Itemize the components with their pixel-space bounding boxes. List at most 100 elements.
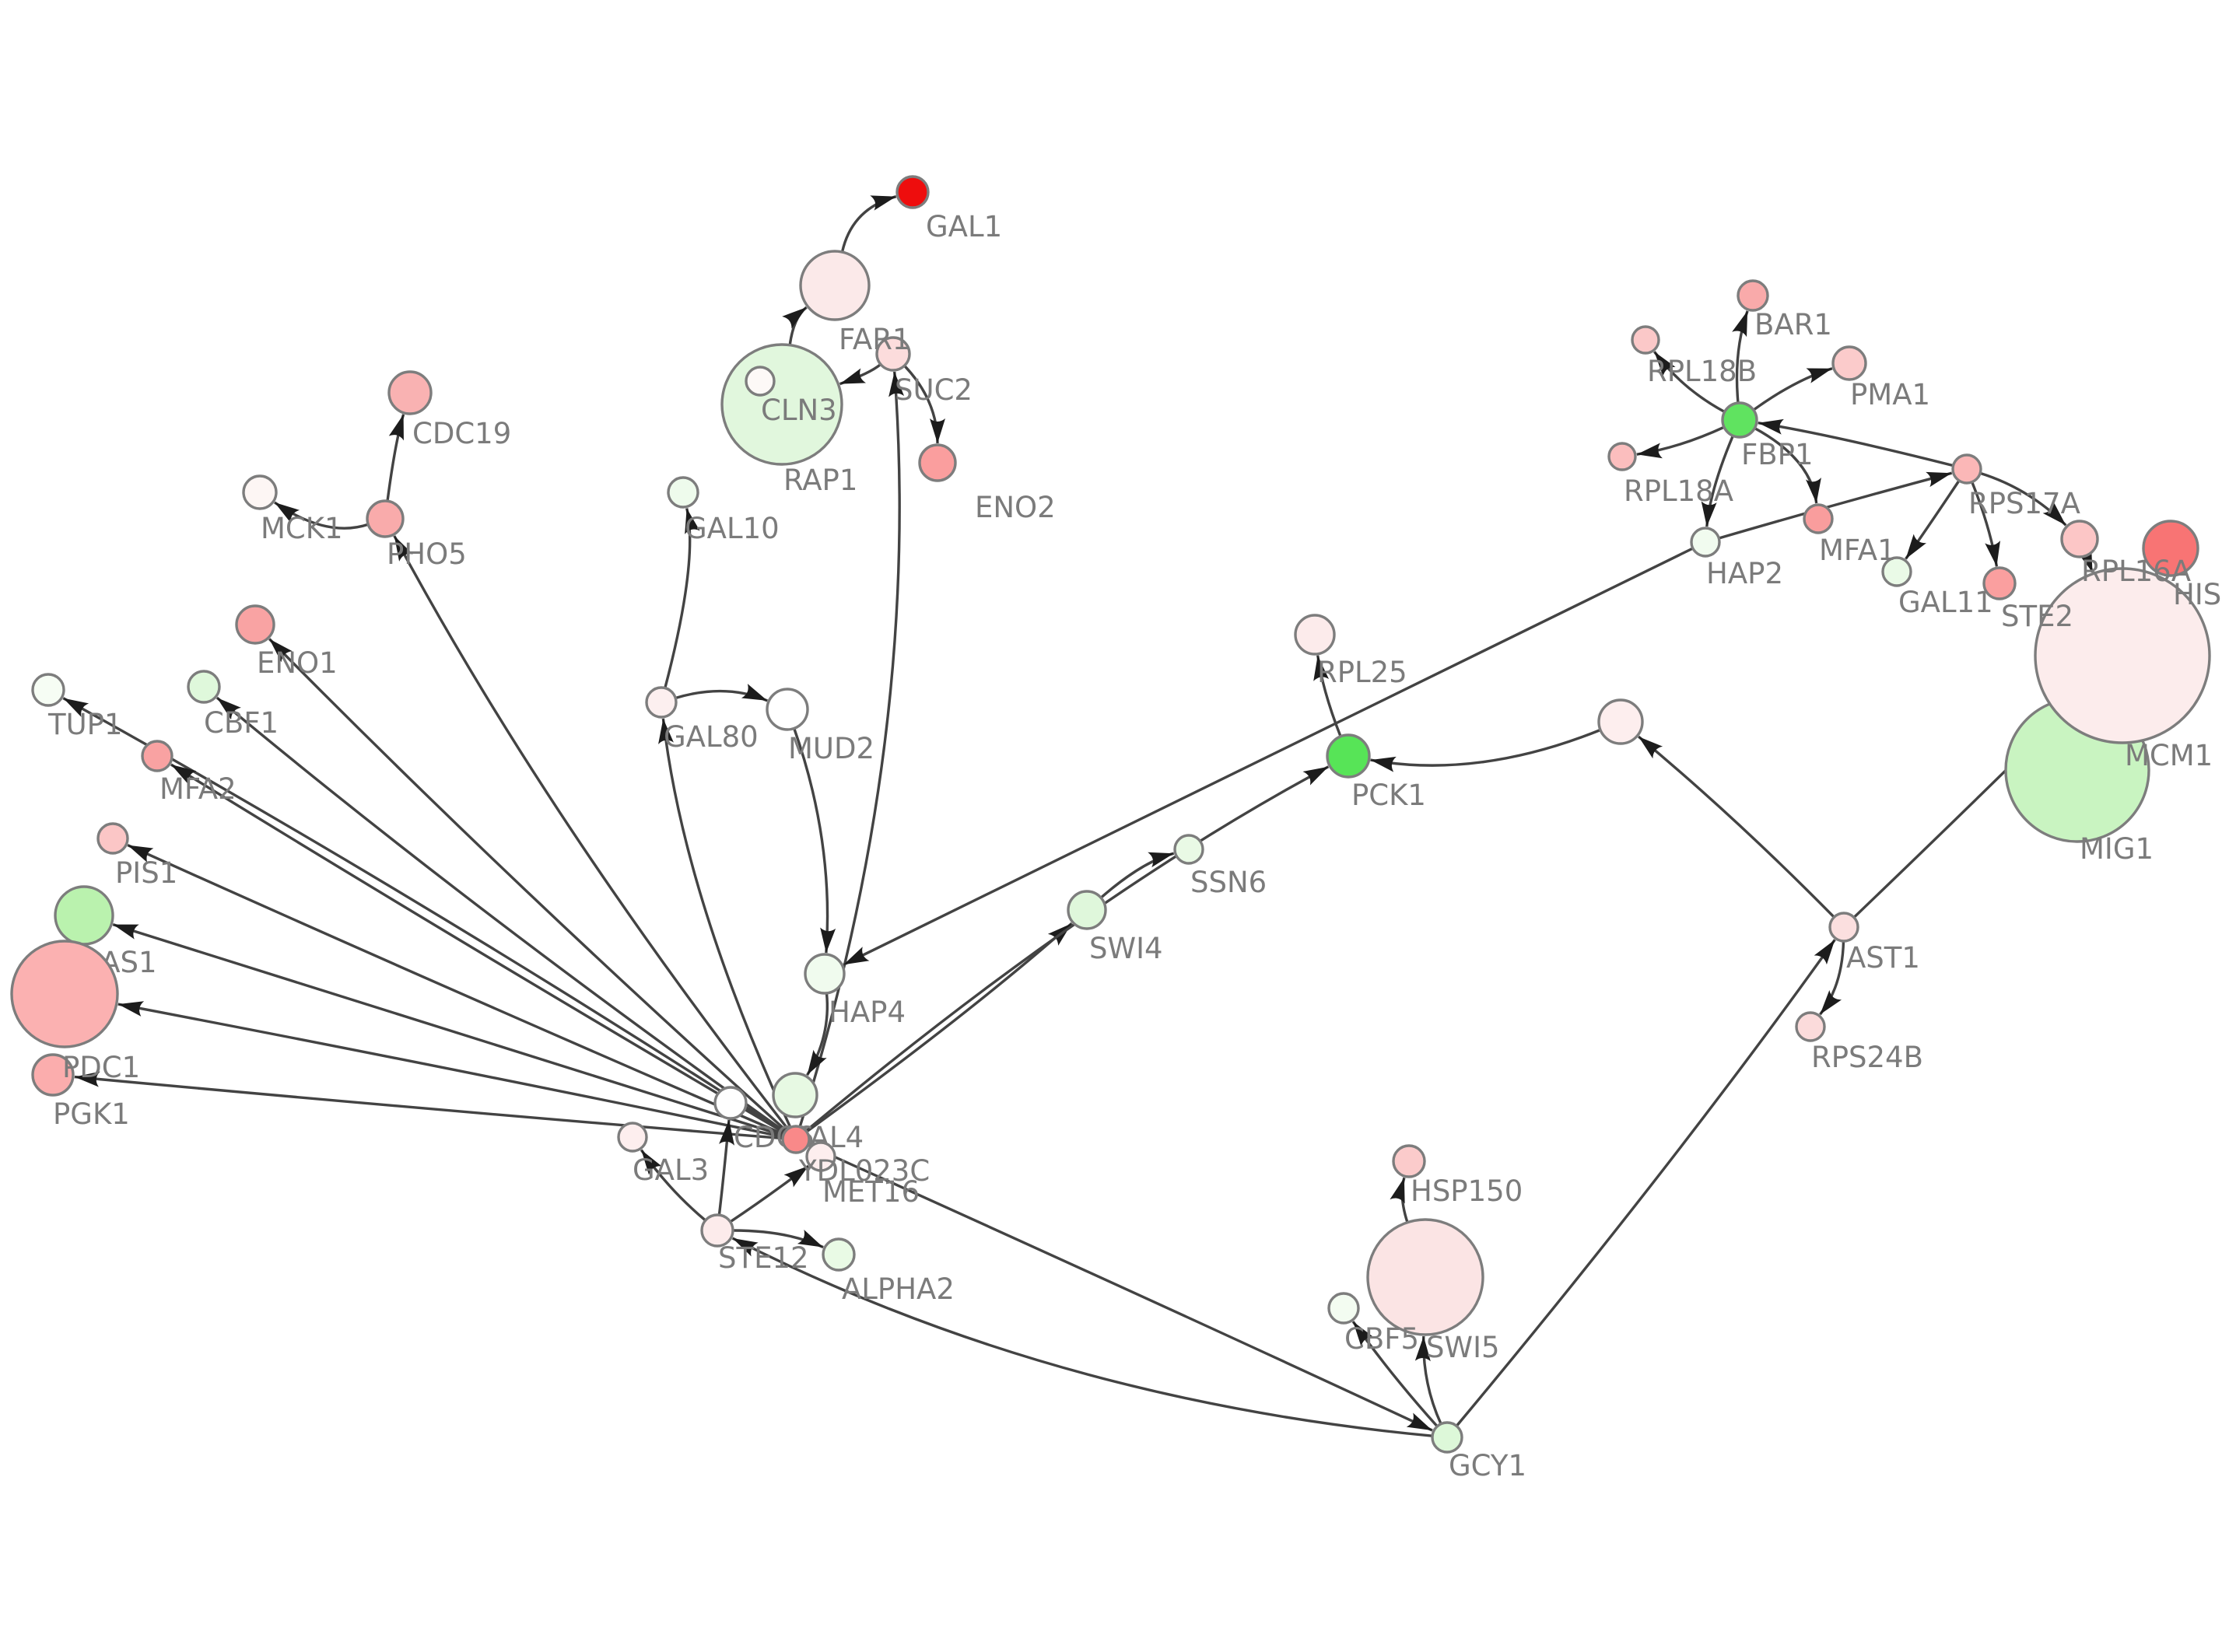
node-label-GAL80: GAL80 [664, 720, 759, 754]
node-label-AST1: AST1 [1846, 941, 1920, 975]
node-label-GCY1: GCY1 [1449, 1449, 1526, 1482]
node-label-TUP1: TUP1 [47, 708, 123, 741]
node-PIS1[interactable] [96, 822, 129, 855]
node-label-PGK1: PGK1 [53, 1097, 130, 1131]
edge-GCY1-STE12 [731, 1237, 1433, 1437]
node-GAL80[interactable] [645, 686, 678, 719]
node-HAP4[interactable] [804, 953, 846, 995]
node-AST1[interactable] [1828, 912, 1859, 943]
edge-YDL023C-PCK1 [804, 765, 1330, 1132]
node-label-HAP2: HAP2 [1706, 557, 1783, 590]
edge-YDL023C-PIS1 [127, 844, 785, 1136]
node-SWI4[interactable] [1067, 890, 1107, 930]
node-RPL25[interactable] [1294, 614, 1336, 656]
node-HAP2[interactable] [1690, 527, 1721, 558]
node-label-CDC19: CDC19 [412, 417, 511, 450]
node-RPL16A[interactable] [2060, 520, 2099, 558]
edge-YDL023C-GAL80 [658, 718, 792, 1129]
node-GAL1[interactable] [895, 175, 930, 209]
edge-GCY1-SWI5 [1414, 1335, 1442, 1425]
node-label-MUD2: MUD2 [788, 732, 874, 765]
node-ENO1[interactable] [235, 604, 275, 645]
node-label-RPS24B: RPS24B [1811, 1041, 1923, 1074]
node-label-SSN6: SSN6 [1190, 866, 1267, 899]
node-MFA1[interactable] [1803, 503, 1834, 534]
edge-SUC2-RAP1 [839, 363, 881, 386]
edge-YDL023C-MFA2 [170, 763, 786, 1134]
node-PCK1[interactable] [1326, 733, 1371, 779]
edge-FBP1-RPL18A [1636, 425, 1725, 459]
node-MCK1[interactable] [242, 474, 278, 510]
edge-FBP1-RPL18B [1653, 351, 1726, 413]
node-label-PMA1: PMA1 [1850, 378, 1930, 411]
edges-layer [62, 195, 2094, 1437]
node-FBP1[interactable] [1721, 401, 1758, 439]
edge-RPS17A-STE2 [1971, 481, 2000, 567]
node-label-SWI5: SWI5 [1426, 1331, 1500, 1364]
edge-PINK1-PCK1 [1370, 728, 1601, 772]
node-GAL3[interactable] [617, 1122, 648, 1153]
node-FAR1[interactable] [799, 250, 871, 321]
node-RPL18A[interactable] [1607, 442, 1637, 471]
edge-FBP1-BAR1 [1732, 310, 1749, 404]
node-CDC6[interactable] [713, 1086, 748, 1120]
node-label-ENO2: ENO2 [975, 491, 1056, 524]
node-MET16[interactable] [805, 1141, 836, 1172]
node-PGK1[interactable] [31, 1053, 75, 1097]
node-SSN6[interactable] [1173, 834, 1204, 865]
node-label-MCM1: MCM1 [2125, 739, 2213, 772]
node-BAR1[interactable] [1737, 279, 1769, 312]
node-STE12[interactable] [700, 1213, 734, 1248]
node-unlabeled[interactable] [1597, 698, 1644, 745]
node-CLN3[interactable] [745, 366, 776, 397]
node-GAL11[interactable] [1881, 556, 1912, 587]
node-GAL4[interactable] [772, 1072, 818, 1118]
node-TUP1[interactable] [31, 673, 65, 707]
node-MUD2[interactable] [766, 688, 809, 731]
node-PDC1[interactable] [10, 940, 119, 1048]
node-RAS1[interactable] [54, 885, 114, 946]
edge-YDL023C-GCY1 [807, 1143, 1433, 1432]
node-PHO5[interactable] [366, 499, 405, 538]
node-RPS24B[interactable] [1795, 1011, 1826, 1042]
node-ALPHA2[interactable] [822, 1237, 856, 1272]
edge-STE12-MET16 [729, 1164, 810, 1223]
node-label-HSP150: HSP150 [1411, 1174, 1523, 1208]
edge-HAP2-HAP4 [843, 547, 1694, 966]
node-HIS4[interactable] [2142, 520, 2199, 577]
node-SUC2[interactable] [875, 336, 911, 372]
node-label-HAP4: HAP4 [829, 996, 906, 1029]
node-YDL023C[interactable] [781, 1125, 811, 1154]
edge-RAP1-FAR1 [782, 306, 808, 345]
edge-STE12-GAL3 [640, 1149, 706, 1222]
node-SWI5[interactable] [1366, 1218, 1484, 1336]
node-MCM1[interactable] [2034, 567, 2211, 744]
node-ENO2[interactable] [918, 443, 957, 482]
node-MFA2[interactable] [141, 740, 173, 772]
node-PMA1[interactable] [1831, 345, 1867, 381]
node-label-RPL25: RPL25 [1317, 656, 1407, 689]
node-RPS17A[interactable] [1951, 453, 1982, 485]
node-CBF1[interactable] [187, 670, 221, 704]
node-STE2[interactable] [1982, 566, 2017, 600]
node-CDC19[interactable] [387, 370, 433, 415]
node-label-MFA2: MFA2 [159, 772, 237, 806]
node-label-MET16: MET16 [822, 1175, 920, 1209]
edge-SWI5-HSP150 [1390, 1177, 1409, 1223]
node-label-FBP1: FBP1 [1741, 438, 1814, 471]
node-label-RPL16A: RPL16A [2081, 555, 2191, 588]
node-HSP150[interactable] [1392, 1144, 1426, 1178]
node-RPL18B[interactable] [1631, 325, 1660, 355]
edge-YDL023C-SUC2 [798, 371, 905, 1128]
node-label-SWI4: SWI4 [1089, 932, 1163, 965]
node-label-PDC1: PDC1 [62, 1051, 140, 1084]
node-label-FAR1: FAR1 [839, 323, 910, 356]
node-GAL10[interactable] [667, 476, 699, 509]
node-CBF5[interactable] [1327, 1292, 1360, 1325]
node-label-GAL10: GAL10 [685, 512, 780, 545]
node-GCY1[interactable] [1431, 1421, 1463, 1454]
node-label-GAL1: GAL1 [926, 210, 1002, 243]
